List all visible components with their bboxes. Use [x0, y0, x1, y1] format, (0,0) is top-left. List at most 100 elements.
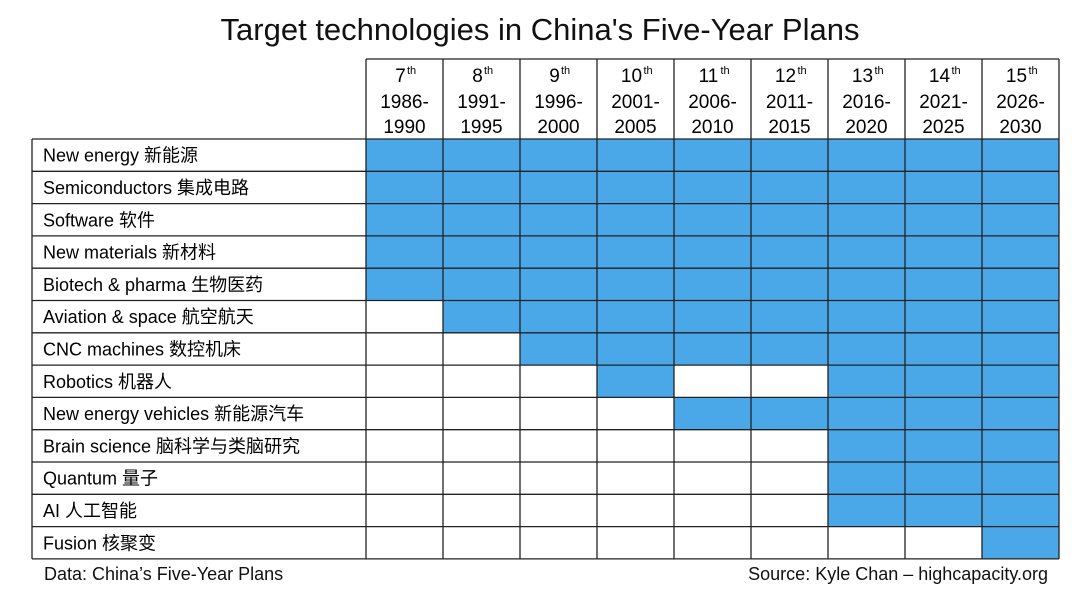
table-cell [597, 494, 674, 527]
table-cell [520, 397, 597, 430]
table-cell [905, 300, 982, 333]
table-cell [905, 332, 982, 366]
column-years-start: 2011- [766, 92, 813, 113]
table-cell [982, 300, 1059, 333]
table-cell [520, 462, 597, 495]
table-cell [443, 397, 520, 430]
table-cell [905, 139, 982, 172]
table-cell [597, 203, 674, 236]
table-cell [366, 332, 443, 366]
table-cell [905, 397, 982, 430]
table-cell [443, 235, 520, 269]
table-cell [366, 300, 443, 333]
column-years-start: 1996- [534, 92, 583, 113]
column-years-end: 2005 [614, 117, 656, 138]
table-cell [597, 139, 674, 172]
table-cell [597, 429, 674, 462]
column-years-start: 1991- [457, 92, 506, 113]
row-label: Robotics 机器人 [43, 372, 172, 392]
table-cell [366, 526, 443, 559]
column-plan-number: 11 [699, 66, 719, 87]
table-cell [443, 365, 520, 398]
table-cell [366, 429, 443, 462]
column-plan-number: 7 [395, 66, 406, 87]
column-years-start: 2016- [842, 92, 891, 113]
table-cell [674, 139, 751, 172]
table-cell [674, 332, 751, 366]
row-label: New energy 新能源 [43, 146, 198, 166]
table-cell [366, 365, 443, 398]
table-cell [828, 171, 905, 204]
table-cell [597, 171, 674, 204]
table-cell [905, 235, 982, 269]
column-plan-suffix: th [721, 65, 730, 77]
table-cell [828, 526, 905, 559]
column-years-start: 2026- [996, 92, 1045, 113]
row-label: Quantum 量子 [43, 469, 158, 489]
table-cell [751, 300, 828, 333]
table-cell [443, 526, 520, 559]
table-cell [828, 332, 905, 366]
column-years-end: 1990 [383, 117, 425, 138]
table-cell [905, 365, 982, 398]
column-plan-suffix: th [875, 65, 884, 77]
table-cell [674, 397, 751, 430]
table-cell [905, 203, 982, 236]
table-cell [751, 462, 828, 495]
table-cell [828, 365, 905, 398]
table-cell [674, 526, 751, 559]
table-cell [674, 268, 751, 301]
table-cell [674, 203, 751, 236]
table-cell [982, 462, 1059, 495]
table-cell [751, 268, 828, 301]
row-label: Aviation & space 航空航天 [43, 307, 254, 327]
row-label: Brain science 脑科学与类脑研究 [43, 436, 300, 456]
table-cell [751, 171, 828, 204]
table-cell [982, 268, 1059, 301]
table-cell [520, 332, 597, 366]
table-cell [520, 300, 597, 333]
table-cell [982, 526, 1059, 559]
row-label: New energy vehicles 新能源汽车 [43, 404, 304, 424]
column-plan-suffix: th [484, 65, 493, 77]
column-plan-suffix: th [407, 65, 416, 77]
table-cell [674, 171, 751, 204]
column-plan-suffix: th [798, 65, 807, 77]
table-cell [597, 365, 674, 398]
data-note: Data: China’s Five-Year Plans [44, 564, 284, 584]
column-years-end: 2000 [537, 117, 579, 138]
table-cell [443, 268, 520, 301]
table-cell [597, 268, 674, 301]
table-cell [520, 203, 597, 236]
chart-title: Target technologies in China's Five-Year… [220, 12, 860, 47]
table-cell [443, 429, 520, 462]
table-cell [674, 462, 751, 495]
table-cell [366, 235, 443, 269]
row-label: New materials 新材料 [43, 243, 216, 263]
table-cell [828, 429, 905, 462]
table-cell [597, 332, 674, 366]
table-cell [674, 365, 751, 398]
column-plan-number: 8 [472, 66, 483, 87]
table-cell [674, 235, 751, 269]
column-years-end: 2015 [768, 117, 810, 138]
table-cell [674, 494, 751, 527]
column-years-end: 2030 [999, 117, 1041, 138]
table-cell [366, 462, 443, 495]
table-cell [982, 365, 1059, 398]
table-cell [982, 171, 1059, 204]
table-cell [597, 235, 674, 269]
table-cell [751, 139, 828, 172]
table-cell [982, 139, 1059, 172]
source-note: Source: Kyle Chan – highcapacity.org [748, 564, 1048, 584]
table-cell [366, 494, 443, 527]
table-cell [443, 332, 520, 366]
grid-lines [31, 58, 1060, 560]
column-plan-suffix: th [952, 65, 961, 77]
table-cell [443, 494, 520, 527]
row-label: Fusion 核聚变 [43, 533, 156, 553]
table-cell [982, 397, 1059, 430]
table-cell [443, 203, 520, 236]
column-years-start: 2001- [611, 92, 660, 113]
